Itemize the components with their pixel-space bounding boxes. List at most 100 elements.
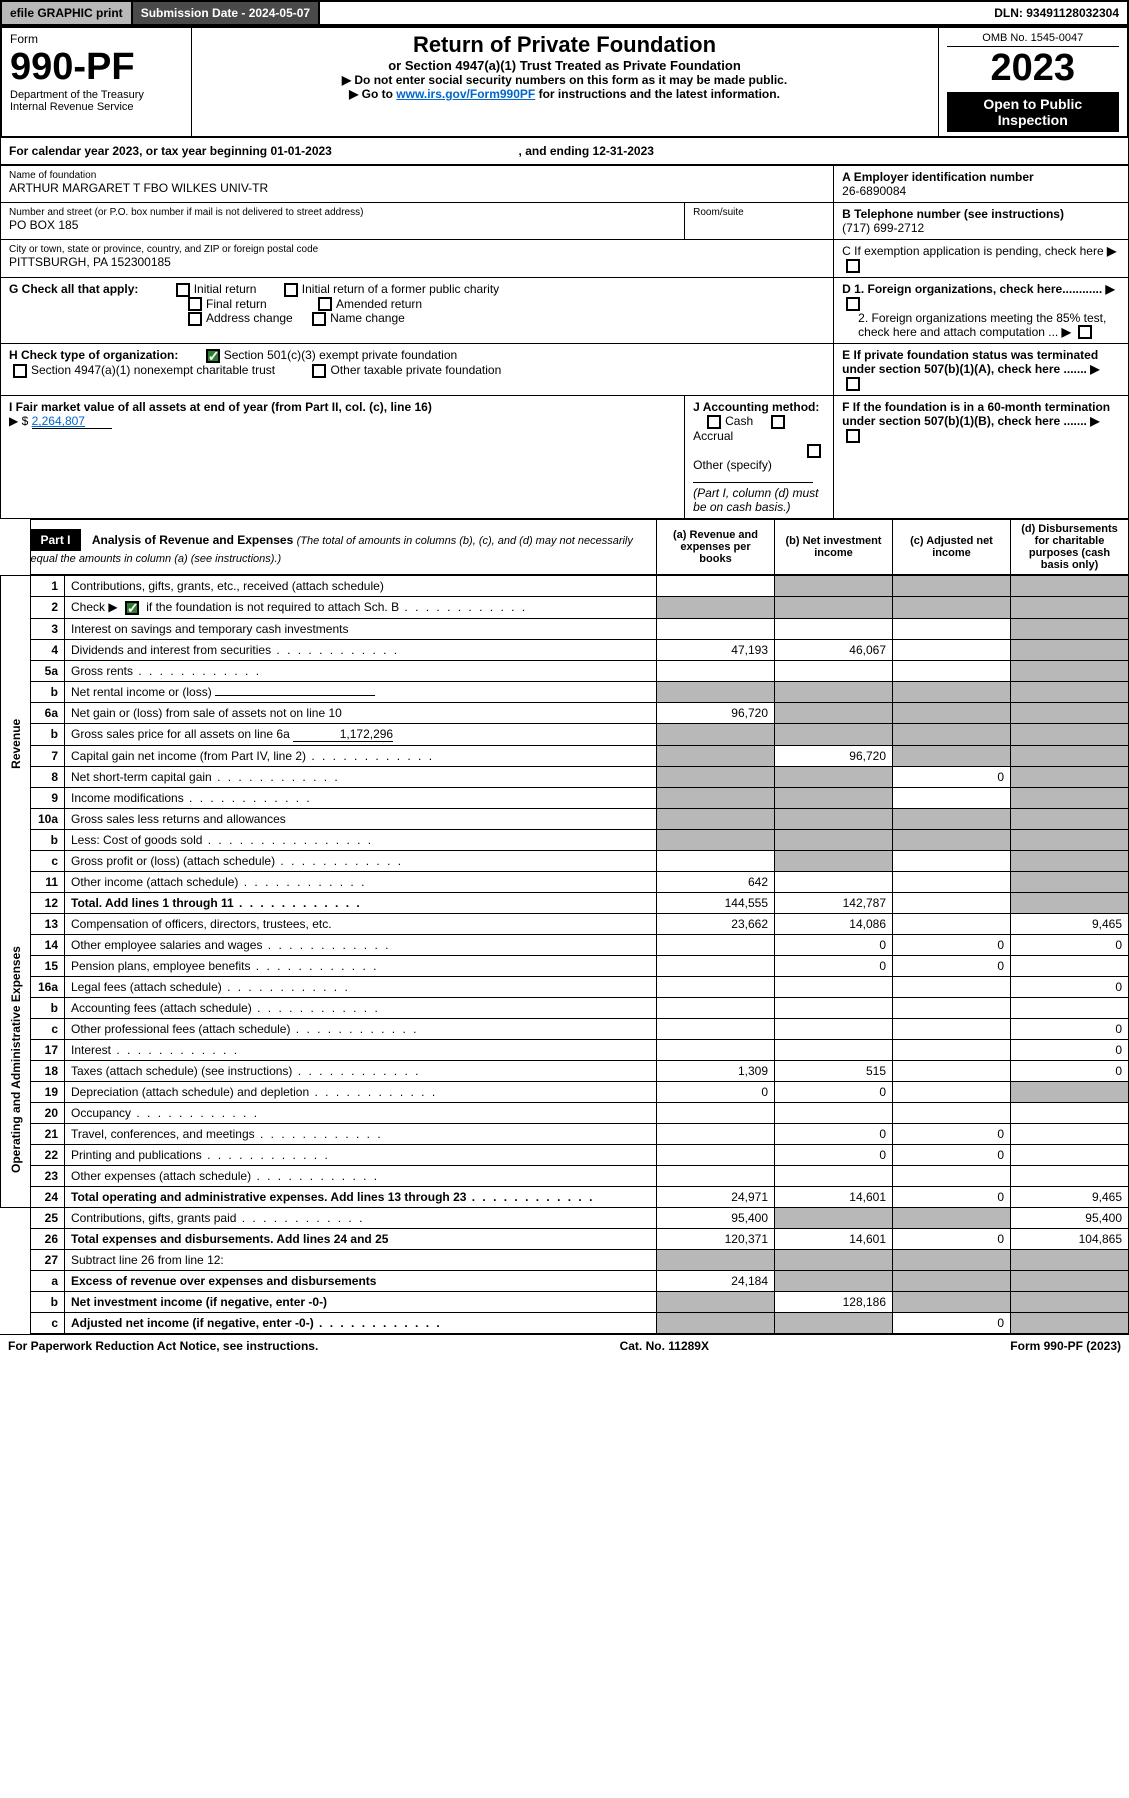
cell-value: 0 [893,955,1011,976]
row-num: 20 [31,1102,65,1123]
r20-desc: Occupancy [71,1106,131,1120]
col-a-header: (a) Revenue and expenses per books [657,519,775,574]
j-label: J Accounting method: [693,400,819,414]
phone-label: B Telephone number (see instructions) [842,207,1120,221]
row-desc: Subtract line 26 from line 12: [65,1249,657,1270]
city-label: City or town, state or province, country… [9,244,825,255]
row-num: 27 [31,1249,65,1270]
cell-value: 128,186 [775,1291,893,1312]
row-num: 17 [31,1039,65,1060]
row-desc: Contributions, gifts, grants paid [65,1207,657,1228]
d2-checkbox[interactable] [1078,325,1092,339]
g-opt-4: Address change [206,311,293,325]
j-accrual-checkbox[interactable] [771,415,785,429]
row-num: 22 [31,1144,65,1165]
arrow-icon: ▶ [1107,244,1116,258]
j-note: (Part I, column (d) must be on cash basi… [693,486,818,514]
footer: For Paperwork Reduction Act Notice, see … [0,1334,1129,1357]
r24-desc: Total operating and administrative expen… [71,1190,466,1204]
g-name-checkbox[interactable] [312,312,326,326]
row-desc: Net gain or (loss) from sale of assets n… [65,702,657,723]
table-row: 19 Depreciation (attach schedule) and de… [1,1081,1129,1102]
r10a-desc: Gross sales less returns and allowances [71,812,286,826]
calendar-year-row: For calendar year 2023, or tax year begi… [0,138,1129,165]
irs-label: Internal Revenue Service [10,101,183,113]
j-cash-checkbox[interactable] [707,415,721,429]
row-desc: Net investment income (if negative, ente… [65,1291,657,1312]
r27b-desc: Net investment income (if negative, ente… [71,1295,327,1309]
ein-label: A Employer identification number [842,170,1120,184]
row-num: c [31,1312,65,1333]
r16b-desc: Accounting fees (attach schedule) [71,1001,252,1015]
h-4947: Section 4947(a)(1) nonexempt charitable … [31,363,275,377]
cell-value: 0 [775,934,893,955]
h-501c3-checkbox[interactable] [206,349,220,363]
g-initial-checkbox[interactable] [176,283,190,297]
row-num: 11 [31,871,65,892]
r6b-inline: 1,172,296 [293,727,393,742]
table-row: 8 Net short-term capital gain 0 [1,766,1129,787]
row-num: 19 [31,1081,65,1102]
r15-desc: Pension plans, employee benefits [71,959,250,973]
d1-checkbox[interactable] [846,297,860,311]
room-label: Room/suite [693,207,825,218]
r2-prefix: Check ▶ [71,600,121,614]
row-desc: Contributions, gifts, grants, etc., rece… [65,575,657,596]
cell-value: 104,865 [1011,1228,1129,1249]
name-label: Name of foundation [9,170,825,181]
j-accrual: Accrual [693,429,733,443]
row-desc: Gross sales less returns and allowances [65,808,657,829]
c-checkbox[interactable] [846,259,860,273]
g-final-checkbox[interactable] [188,297,202,311]
schb-checkbox[interactable] [125,601,139,615]
g-address-checkbox[interactable] [188,312,202,326]
h-4947-checkbox[interactable] [13,364,27,378]
g-initial-former-checkbox[interactable] [284,283,298,297]
row-num: 12 [31,892,65,913]
row-desc: Taxes (attach schedule) (see instruction… [65,1060,657,1081]
cell-value: 0 [893,934,1011,955]
h-other-checkbox[interactable] [312,364,326,378]
table-row: b Accounting fees (attach schedule) [1,997,1129,1018]
form-word: Form [10,32,183,46]
r19-desc: Depreciation (attach schedule) and deple… [71,1085,309,1099]
g-amended-checkbox[interactable] [318,297,332,311]
i-value[interactable]: 2,264,807 [32,414,112,429]
row-desc: Legal fees (attach schedule) [65,976,657,997]
row-desc: Gross profit or (loss) (attach schedule) [65,850,657,871]
r25-desc: Contributions, gifts, grants paid [71,1211,236,1225]
cell-value: 96,720 [775,745,893,766]
row-num: 25 [31,1207,65,1228]
cell-value: 642 [657,871,775,892]
row-desc: Gross rents [65,660,657,681]
cell-value: 0 [775,1081,893,1102]
addr-label: Number and street (or P.O. box number if… [9,207,676,218]
row-num: 10a [31,808,65,829]
row-num: 21 [31,1123,65,1144]
f-checkbox[interactable] [846,429,860,443]
form-link[interactable]: www.irs.gov/Form990PF [396,87,535,101]
cell-value: 0 [893,1144,1011,1165]
analysis-table: Revenue 1 Contributions, gifts, grants, … [0,575,1129,1334]
cell-value: 24,184 [657,1270,775,1291]
row-desc: Income modifications [65,787,657,808]
row-desc: Interest on savings and temporary cash i… [65,618,657,639]
r23-desc: Other expenses (attach schedule) [71,1169,251,1183]
cell-value: 0 [657,1081,775,1102]
cal-end: 12-31-2023 [593,144,654,158]
e-checkbox[interactable] [846,377,860,391]
efile-print-button[interactable]: efile GRAPHIC print [2,2,133,24]
r4-desc: Dividends and interest from securities [71,643,271,657]
r21-desc: Travel, conferences, and meetings [71,1127,255,1141]
row-num: 26 [31,1228,65,1249]
r14-desc: Other employee salaries and wages [71,938,262,952]
cell-value: 0 [1011,1018,1129,1039]
r12-desc: Total. Add lines 1 through 11 [71,896,234,910]
row-desc: Capital gain net income (from Part IV, l… [65,745,657,766]
g-label: G Check all that apply: [9,282,138,296]
cell-value: 0 [775,955,893,976]
table-row: b Less: Cost of goods sold . . . . [1,829,1129,850]
table-row: 4 Dividends and interest from securities… [1,639,1129,660]
j-other-checkbox[interactable] [807,444,821,458]
r2-suffix: if the foundation is not required to att… [143,600,399,614]
